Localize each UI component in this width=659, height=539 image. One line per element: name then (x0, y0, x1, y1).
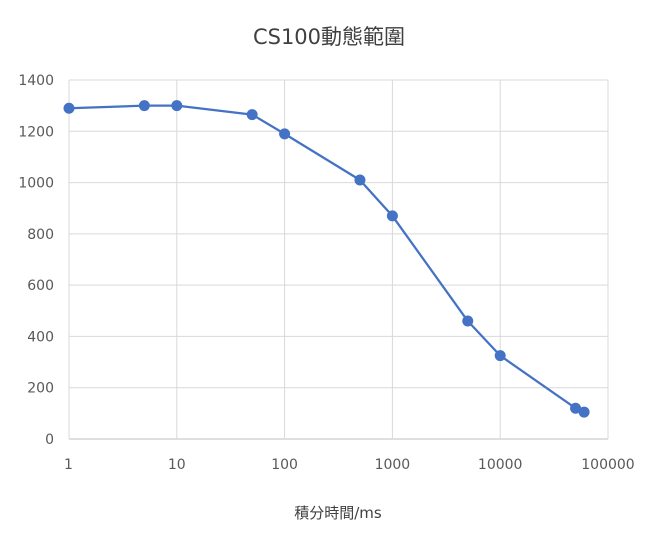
y-tick-label: 200 (27, 381, 54, 397)
data-point (171, 100, 183, 112)
x-tick-label: 10 (168, 457, 186, 473)
data-point (578, 406, 590, 418)
x-tick-label: 10000 (478, 457, 523, 473)
y-tick-label: 400 (27, 329, 54, 345)
x-axis: 1 10 100 1000 10000 100000 (64, 457, 635, 473)
data-point (462, 315, 474, 327)
grid (68, 79, 609, 440)
y-tick-label: 1400 (18, 73, 54, 89)
x-tick-label: 1 (64, 457, 73, 473)
x-tick-label: 100 (271, 457, 298, 473)
series-line (68, 104, 585, 414)
x-axis-label: 積分時間/ms (294, 504, 382, 522)
data-point (63, 102, 75, 114)
data-point (138, 100, 150, 112)
y-axis: 0 200 400 600 800 1000 1200 1400 (18, 73, 54, 448)
y-tick-label: 1200 (18, 124, 54, 140)
chart-title: CS100動態範圍 (253, 25, 405, 49)
y-tick-label: 0 (45, 432, 54, 448)
data-point (386, 210, 398, 222)
y-tick-label: 1000 (18, 176, 54, 192)
data-point (354, 174, 366, 186)
data-point (279, 128, 291, 140)
x-tick-label: 1000 (375, 457, 411, 473)
y-tick-label: 600 (27, 278, 54, 294)
x-tick-label: 100000 (581, 457, 634, 473)
data-point (494, 350, 506, 362)
series (63, 100, 590, 418)
data-point (246, 109, 258, 121)
y-tick-label: 800 (27, 227, 54, 243)
